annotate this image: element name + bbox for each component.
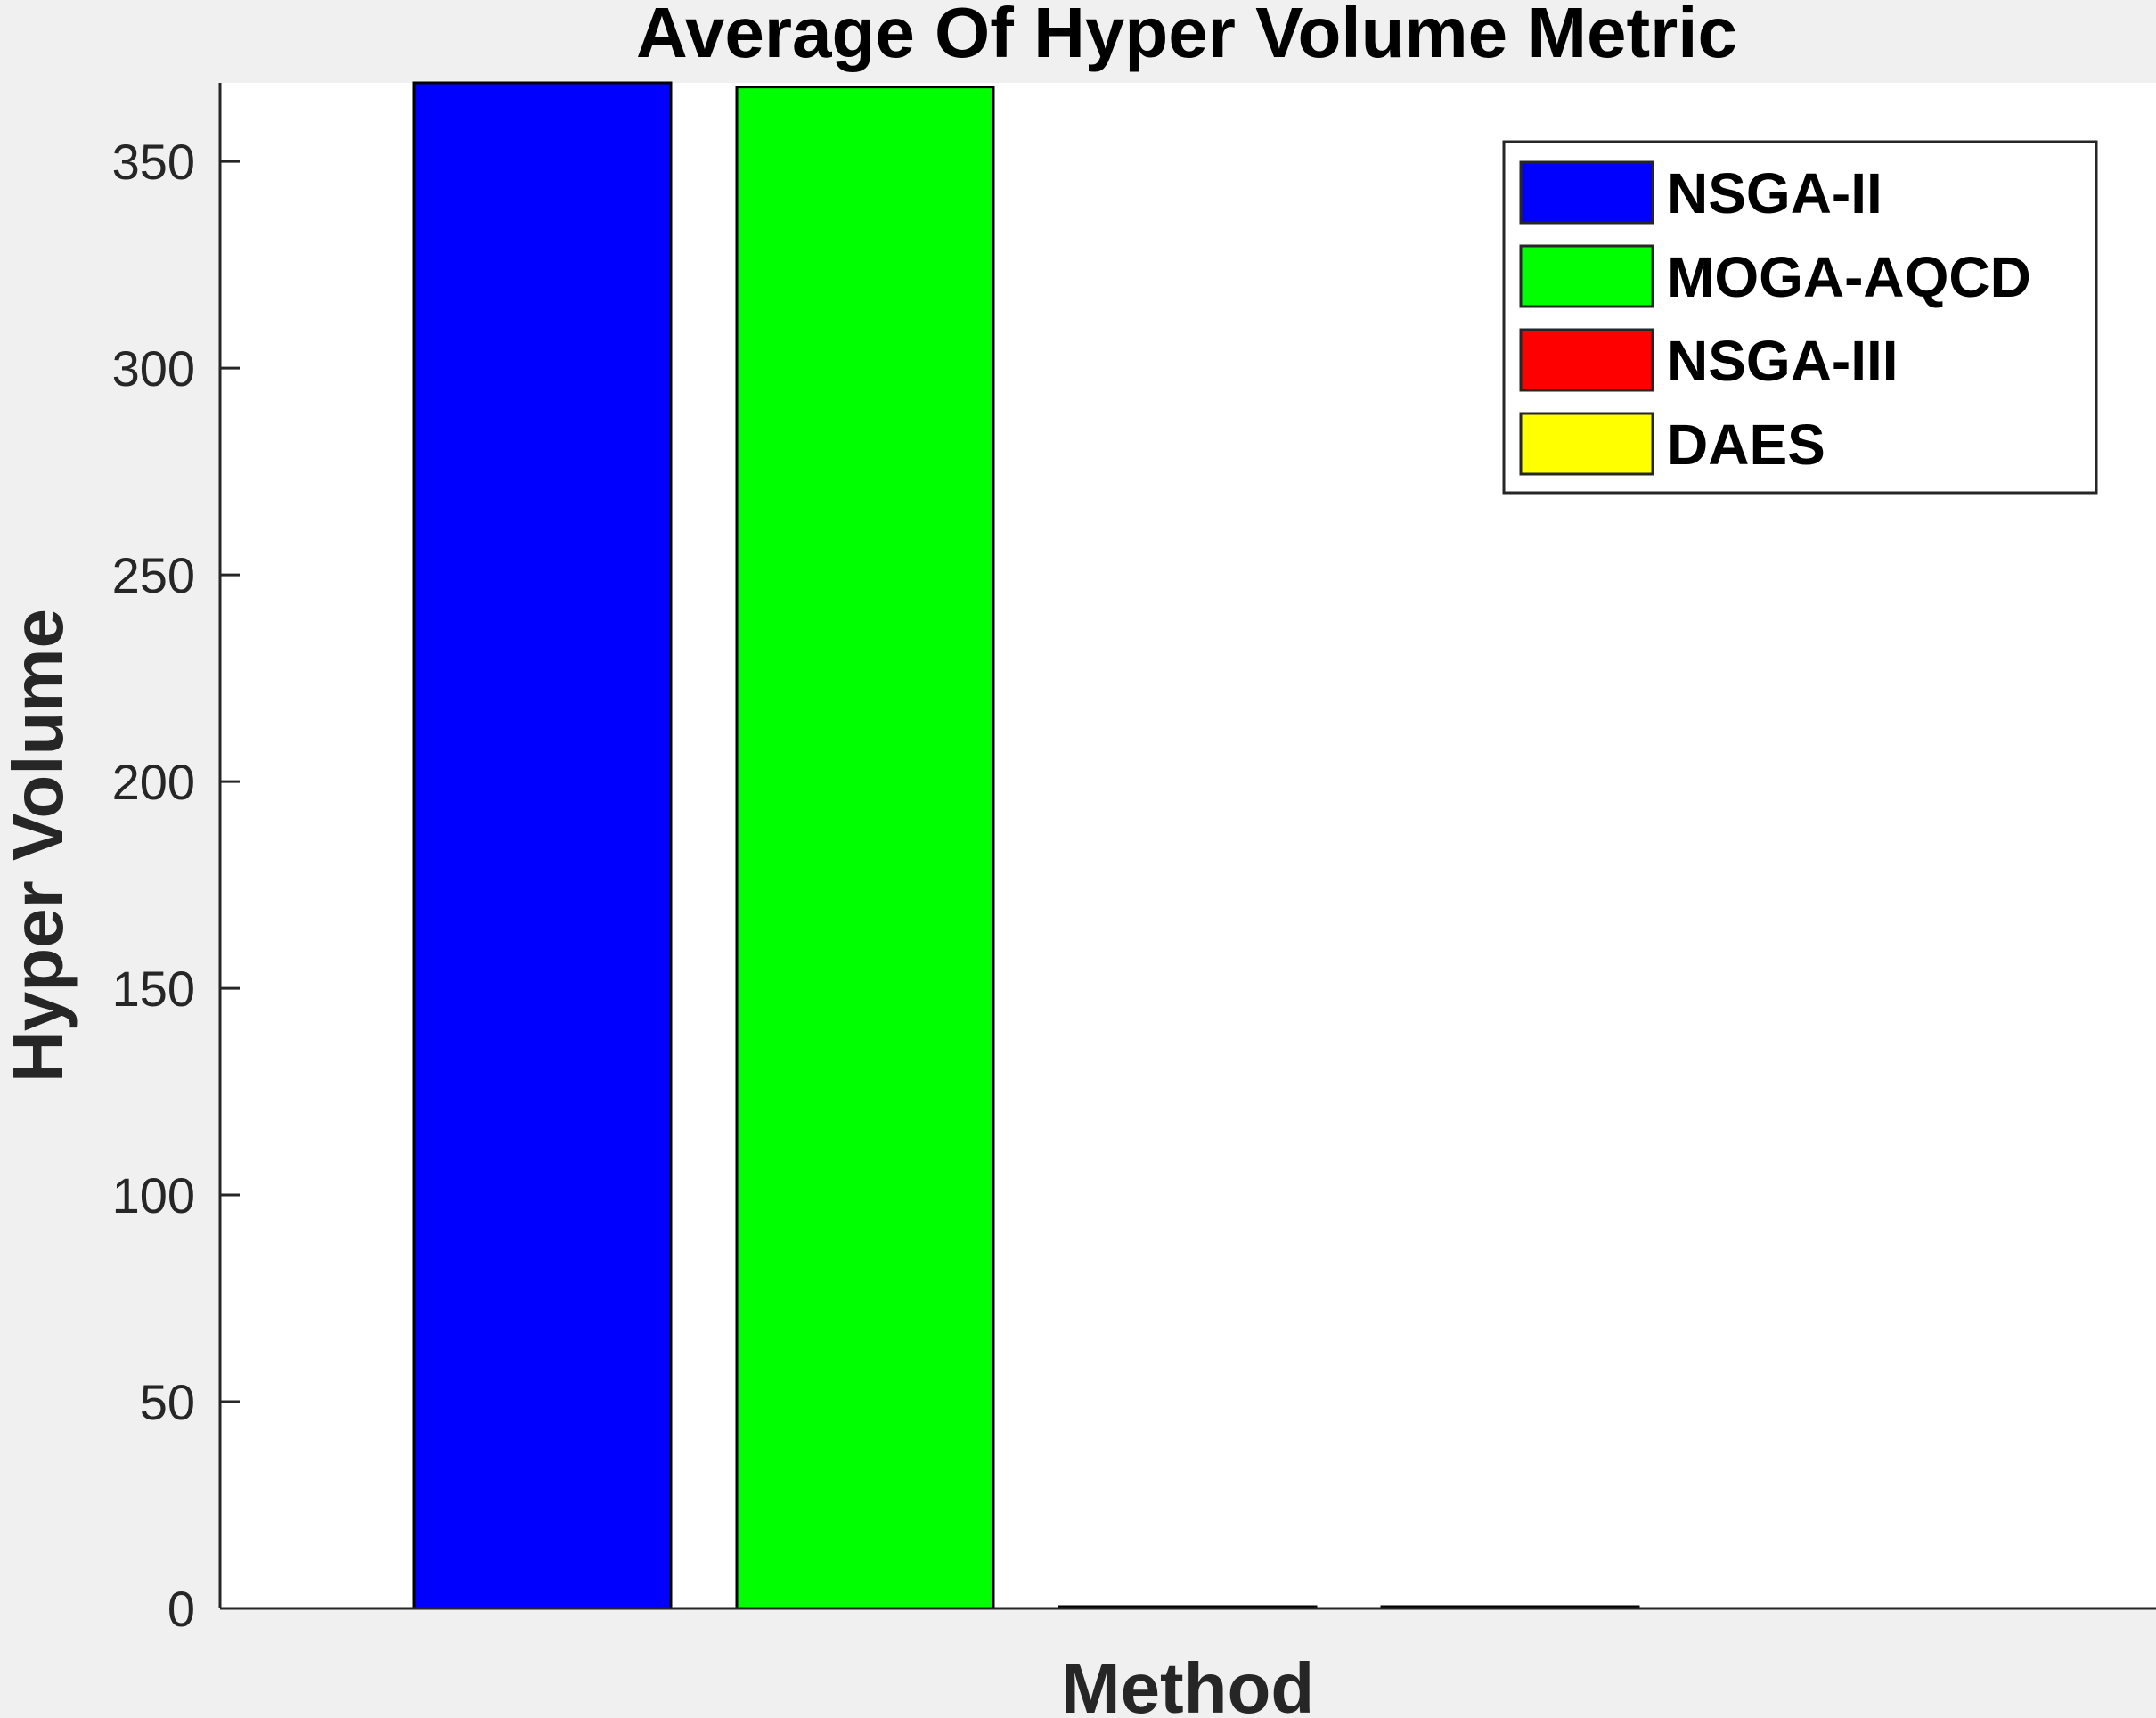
- y-axis-ticks: 0 50 100 150 200 250 300 350: [112, 134, 240, 1637]
- y-tick-label: 50: [140, 1374, 195, 1430]
- y-tick-label: 200: [112, 754, 195, 810]
- chart-title: Average Of Hyper Volume Metric: [636, 0, 1737, 72]
- y-tick-label: 300: [112, 340, 195, 397]
- legend-label: NSGA-III: [1667, 329, 1899, 393]
- y-tick-label: 0: [167, 1581, 195, 1637]
- bar-moga-aqcd: [735, 86, 995, 1610]
- legend-swatch: [1519, 412, 1654, 476]
- legend-label: MOGA-AQCD: [1667, 245, 2031, 309]
- y-tick-label: 250: [112, 547, 195, 603]
- legend-label: DAES: [1667, 413, 1825, 477]
- y-axis-label: Hyper Volume: [0, 609, 78, 1083]
- y-tick-label: 150: [112, 961, 195, 1017]
- legend-swatch: [1519, 328, 1654, 392]
- bar-nsga-ii: [412, 81, 673, 1610]
- y-tick-label: 350: [112, 134, 195, 190]
- legend-swatch: [1519, 160, 1654, 225]
- legend: NSGA-II MOGA-AQCD NSGA-III DAES: [1502, 140, 2098, 495]
- bars: [412, 81, 1640, 1610]
- legend-label: NSGA-II: [1667, 161, 1882, 225]
- y-tick-label: 100: [112, 1167, 195, 1223]
- legend-swatch: [1519, 244, 1654, 308]
- x-axis-label: Method: [1061, 1648, 1314, 1718]
